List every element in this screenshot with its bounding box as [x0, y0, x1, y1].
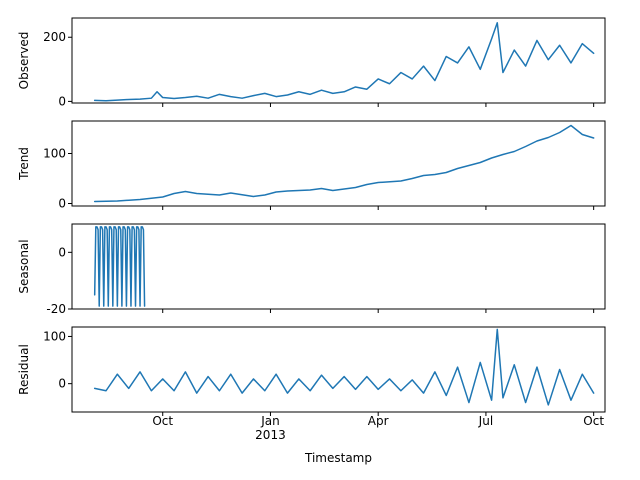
x-tick-label: Apr — [368, 414, 389, 428]
x-tick-label: Jul — [478, 414, 493, 428]
x-tick-label: 2013 — [255, 428, 286, 442]
y-tick-label: 0 — [58, 197, 66, 211]
x-tick-label: Oct — [583, 414, 604, 428]
series-line — [93, 124, 595, 203]
panel-1: 0 100 Trend — [17, 120, 606, 211]
axis-frame — [71, 326, 606, 413]
y-axis-label: Residual — [17, 344, 31, 395]
y-axis-label: Trend — [17, 147, 31, 181]
y-tick-label: 0 — [58, 245, 66, 259]
panel-2: 0 -20 Seasonal — [17, 223, 606, 316]
series-line — [93, 226, 146, 307]
y-tick-label: 0 — [58, 94, 66, 108]
y-tick-label: 100 — [43, 329, 66, 343]
panel-0: 0 200 Observed — [17, 17, 606, 108]
axis-frame — [71, 223, 606, 310]
y-axis-label: Seasonal — [17, 239, 31, 293]
y-tick-label: 100 — [43, 147, 66, 161]
x-tick-label: Oct — [152, 414, 173, 428]
series-line — [93, 328, 595, 406]
y-tick-label: -20 — [46, 302, 66, 316]
y-tick-label: 0 — [58, 377, 66, 391]
series-line — [93, 22, 595, 102]
x-tick-label: Jan — [260, 414, 280, 428]
y-tick-label: 200 — [43, 30, 66, 44]
axis-frame — [71, 17, 606, 104]
y-axis-label: Observed — [17, 32, 31, 90]
x-axis-label: Timestamp — [304, 451, 372, 465]
axis-frame — [71, 120, 606, 207]
